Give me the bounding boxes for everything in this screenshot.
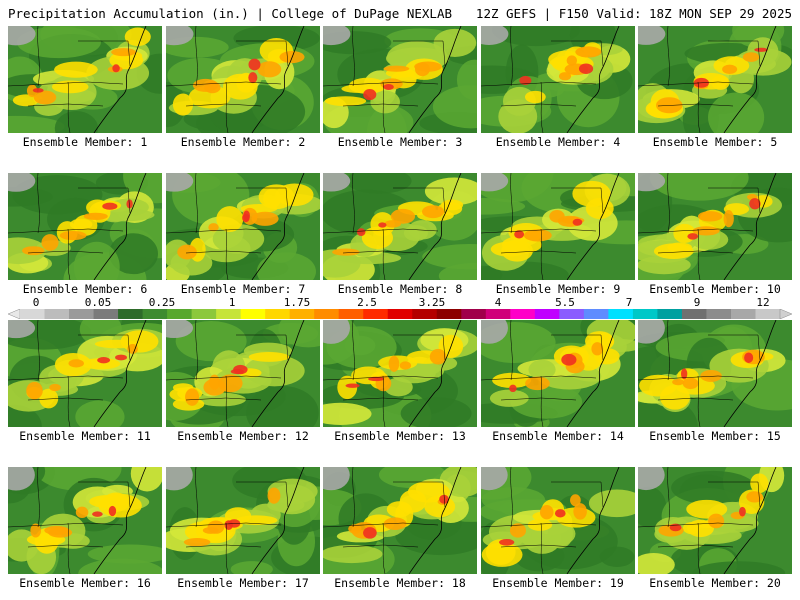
colorbar-tick-label: 4 [494,296,502,309]
ensemble-member-label: Ensemble Member: 16 [19,576,151,590]
colorbar-segment [755,309,781,319]
colorbar-tick-label: 12 [756,296,770,309]
colorbar-segment [583,309,609,319]
colorbar-tick-label: 0.05 [84,296,112,309]
ensemble-member-map [166,26,320,133]
ensemble-member-map [8,467,162,574]
model-valid-time: 12Z GEFS | F150 Valid: 18Z MON SEP 29 20… [475,6,792,21]
colorbar-segment [387,309,413,319]
colorbar-segment [167,309,193,319]
colorbar-tick-label: 9 [693,296,701,309]
ensemble-member-label: Ensemble Member: 1 [22,135,148,149]
ensemble-member-map [323,26,477,133]
colorbar-segment [314,309,340,319]
colorbar-segment [608,309,634,319]
ensemble-member-label: Ensemble Member: 9 [495,282,621,296]
ensemble-member-map [8,26,162,133]
ensemble-member-map [323,320,477,427]
ensemble-member-label: Ensemble Member: 6 [22,282,148,296]
ensemble-member-map [8,173,162,280]
ensemble-member-map [166,320,320,427]
colorbar-segment [510,309,536,319]
colorbar-segment [730,309,756,319]
ensemble-member-map [8,320,162,427]
colorbar-tick-label: 7 [625,296,633,309]
colorbar-segment [240,309,266,319]
ensemble-member-label: Ensemble Member: 2 [180,135,306,149]
colorbar-segment [191,309,217,319]
colorbar-segment [436,309,462,319]
colorbar-segment [534,309,560,319]
colorbar-segment [142,309,168,319]
ensemble-member-label: Ensemble Member: 11 [19,429,151,443]
colorbar-tick-label: 1.75 [283,296,311,309]
ensemble-member-map [638,467,792,574]
colorbar-segment [681,309,707,319]
ensemble-member-label: Ensemble Member: 4 [495,135,621,149]
ensemble-member-label: Ensemble Member: 19 [492,576,624,590]
ensemble-member-label: Ensemble Member: 5 [652,135,778,149]
colorbar-segment [559,309,585,319]
colorbar-tick-label: 2.5 [357,296,377,309]
colorbar-segment [632,309,658,319]
ensemble-member-label: Ensemble Member: 3 [337,135,463,149]
colorbar-segment [412,309,438,319]
ensemble-member-map [481,173,635,280]
colorbar-segment [265,309,291,319]
ensemble-member-label: Ensemble Member: 13 [334,429,466,443]
map-title: Precipitation Accumulation (in.) | Colle… [8,6,453,21]
colorbar-tick-label: 0.25 [148,296,176,309]
colorbar-segment [657,309,683,319]
colorbar-segment [118,309,144,319]
ensemble-member-map [166,467,320,574]
ensemble-member-map [638,26,792,133]
ensemble-member-label: Ensemble Member: 15 [649,429,781,443]
colorbar-segment [69,309,95,319]
colorbar-segment [461,309,487,319]
ensemble-member-map [481,320,635,427]
colorbar-tick-label: 0 [32,296,40,309]
ensemble-member-label: Ensemble Member: 18 [334,576,466,590]
colorbar-tick-label: 3.25 [418,296,446,309]
colorbar-segment [216,309,242,319]
ensemble-member-map [638,320,792,427]
ensemble-member-label: Ensemble Member: 20 [649,576,781,590]
colorbar-segment [338,309,364,319]
colorbar-segment [289,309,315,319]
colorbar-high-arrow [779,309,792,319]
colorbar-segment [363,309,389,319]
ensemble-member-map [166,173,320,280]
ensemble-member-label: Ensemble Member: 7 [180,282,306,296]
ensemble-member-map [638,173,792,280]
colorbar-segment [44,309,70,319]
ensemble-member-map [323,467,477,574]
colorbar-tick-label: 5.5 [555,296,575,309]
colorbar-segment [93,309,119,319]
ensemble-member-label: Ensemble Member: 10 [649,282,781,296]
colorbar-segment [706,309,732,319]
colorbar-low-arrow [8,309,21,319]
colorbar-tick-label: 1 [228,296,236,309]
ensemble-member-label: Ensemble Member: 14 [492,429,624,443]
colorbar-segment [20,309,46,319]
precip-colorbar [8,309,792,319]
ensemble-member-label: Ensemble Member: 8 [337,282,463,296]
ensemble-member-label: Ensemble Member: 17 [177,576,309,590]
ensemble-member-map [323,173,477,280]
colorbar-segment [485,309,511,319]
ensemble-member-map [481,467,635,574]
ensemble-member-label: Ensemble Member: 12 [177,429,309,443]
ensemble-member-map [481,26,635,133]
